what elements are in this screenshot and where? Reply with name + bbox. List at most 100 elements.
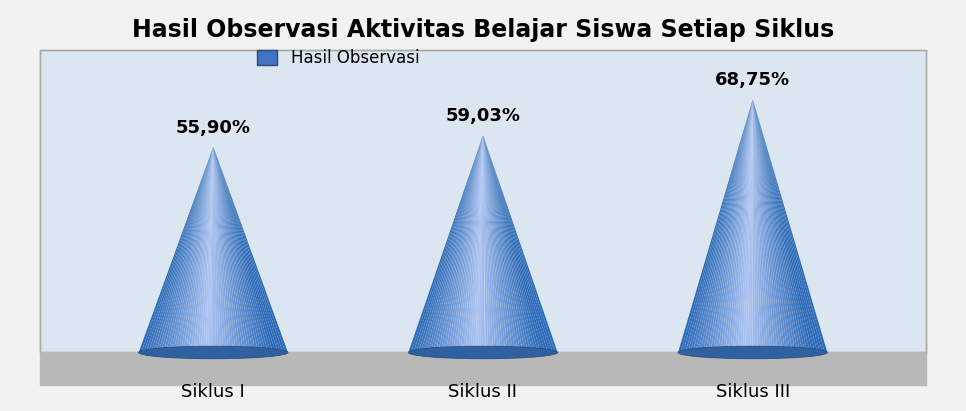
Polygon shape xyxy=(753,99,817,353)
Polygon shape xyxy=(206,147,213,353)
Polygon shape xyxy=(748,99,753,353)
Polygon shape xyxy=(213,147,221,353)
Polygon shape xyxy=(470,135,483,353)
Polygon shape xyxy=(213,147,270,353)
Polygon shape xyxy=(443,135,483,353)
Polygon shape xyxy=(753,99,805,353)
Polygon shape xyxy=(753,99,757,353)
Polygon shape xyxy=(753,99,765,353)
Polygon shape xyxy=(209,147,213,353)
Polygon shape xyxy=(141,147,213,353)
Polygon shape xyxy=(423,135,483,353)
Polygon shape xyxy=(213,147,236,353)
Polygon shape xyxy=(204,147,213,353)
Polygon shape xyxy=(680,99,753,353)
Polygon shape xyxy=(716,99,753,353)
Polygon shape xyxy=(428,135,483,353)
Polygon shape xyxy=(753,99,782,353)
Polygon shape xyxy=(751,99,753,353)
Polygon shape xyxy=(753,99,762,353)
Polygon shape xyxy=(421,135,483,353)
Text: 59,03%: 59,03% xyxy=(445,107,521,125)
Polygon shape xyxy=(753,99,787,353)
Polygon shape xyxy=(156,147,213,353)
Text: Hasil Observasi Aktivitas Belajar Siswa Setiap Siklus: Hasil Observasi Aktivitas Belajar Siswa … xyxy=(132,18,834,42)
Polygon shape xyxy=(727,99,753,353)
Polygon shape xyxy=(696,99,753,353)
Polygon shape xyxy=(483,135,521,353)
Polygon shape xyxy=(483,135,513,353)
Polygon shape xyxy=(413,135,483,353)
Polygon shape xyxy=(483,135,557,353)
Polygon shape xyxy=(40,353,926,385)
Polygon shape xyxy=(213,147,215,353)
Polygon shape xyxy=(710,99,753,353)
Polygon shape xyxy=(483,135,503,353)
Polygon shape xyxy=(730,99,753,353)
Polygon shape xyxy=(483,135,533,353)
Polygon shape xyxy=(213,147,228,353)
Polygon shape xyxy=(733,99,753,353)
Polygon shape xyxy=(213,147,258,353)
Polygon shape xyxy=(483,135,535,353)
Polygon shape xyxy=(213,147,268,353)
Polygon shape xyxy=(483,135,530,353)
Polygon shape xyxy=(171,147,213,353)
Polygon shape xyxy=(448,135,483,353)
Polygon shape xyxy=(166,147,213,353)
Polygon shape xyxy=(213,147,261,353)
Polygon shape xyxy=(753,99,785,353)
Polygon shape xyxy=(483,135,527,353)
Polygon shape xyxy=(686,99,753,353)
Polygon shape xyxy=(753,99,815,353)
Polygon shape xyxy=(463,135,483,353)
Polygon shape xyxy=(753,99,812,353)
Polygon shape xyxy=(198,147,213,353)
Polygon shape xyxy=(688,99,753,353)
Text: Siklus III: Siklus III xyxy=(716,383,790,402)
Polygon shape xyxy=(461,135,483,353)
Polygon shape xyxy=(693,99,753,353)
Polygon shape xyxy=(718,99,753,353)
Polygon shape xyxy=(735,99,753,353)
Polygon shape xyxy=(743,99,753,353)
Polygon shape xyxy=(185,147,213,353)
Polygon shape xyxy=(483,135,551,353)
Polygon shape xyxy=(753,99,760,353)
Text: Siklus II: Siklus II xyxy=(448,383,518,402)
Polygon shape xyxy=(168,147,213,353)
Polygon shape xyxy=(753,99,768,353)
Polygon shape xyxy=(213,147,288,353)
Polygon shape xyxy=(753,99,795,353)
Polygon shape xyxy=(483,135,548,353)
Polygon shape xyxy=(213,147,275,353)
Polygon shape xyxy=(213,147,280,353)
Polygon shape xyxy=(753,99,792,353)
Polygon shape xyxy=(753,99,827,353)
Polygon shape xyxy=(196,147,213,353)
Polygon shape xyxy=(179,147,213,353)
Polygon shape xyxy=(708,99,753,353)
Polygon shape xyxy=(753,99,820,353)
Polygon shape xyxy=(753,99,825,353)
Polygon shape xyxy=(483,135,497,353)
Polygon shape xyxy=(451,135,483,353)
Polygon shape xyxy=(174,147,213,353)
Polygon shape xyxy=(723,99,753,353)
Polygon shape xyxy=(753,99,773,353)
Polygon shape xyxy=(683,99,753,353)
Polygon shape xyxy=(753,99,781,353)
Polygon shape xyxy=(213,147,226,353)
Polygon shape xyxy=(753,99,778,353)
Polygon shape xyxy=(725,99,753,353)
Polygon shape xyxy=(415,135,483,353)
Polygon shape xyxy=(418,135,483,353)
Legend: Hasil Observasi: Hasil Observasi xyxy=(250,42,426,74)
Polygon shape xyxy=(483,135,545,353)
Polygon shape xyxy=(700,99,753,353)
Polygon shape xyxy=(445,135,483,353)
Polygon shape xyxy=(163,147,213,353)
Polygon shape xyxy=(753,99,803,353)
Polygon shape xyxy=(213,147,233,353)
Polygon shape xyxy=(213,147,248,353)
